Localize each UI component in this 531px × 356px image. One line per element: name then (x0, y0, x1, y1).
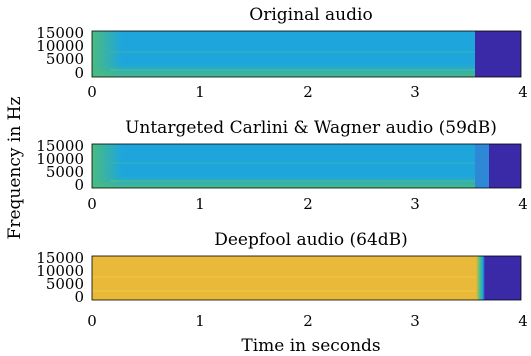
plot-frame (91, 30, 522, 78)
y-tick-label: 0 (74, 176, 84, 194)
panel-title: Deepfool audio (64dB) (214, 230, 408, 250)
x-axis-ticks: 0 1 2 3 4 (87, 83, 528, 101)
x-tick-label: 3 (410, 195, 420, 213)
x-axis-ticks: 0 1 2 3 4 (87, 195, 528, 213)
x-axis-label: Time in seconds (241, 336, 380, 356)
x-tick-label: 2 (303, 195, 313, 213)
y-tick-label: 15000 (36, 249, 84, 267)
plot-area (91, 143, 522, 189)
y-tick-label: 15000 (36, 137, 84, 155)
y-axis-label: Frequency in Hz (5, 97, 25, 240)
panel-deepfool: Deepfool audio (64dB) 15000 10000 5000 0… (36, 230, 527, 330)
y-tick-label: 10000 (36, 150, 84, 168)
x-tick-label: 2 (303, 83, 313, 101)
panel-carlini-wagner: Untargeted Carlini & Wagner audio (59dB)… (36, 118, 527, 213)
plot-frame (91, 255, 522, 301)
x-tick-label: 4 (518, 83, 528, 101)
y-tick-label: 10000 (36, 262, 84, 280)
panel-title: Original audio (249, 5, 372, 25)
spectrogram-silence (489, 144, 521, 188)
y-axis-ticks: 15000 10000 5000 0 (36, 249, 84, 306)
low-frequency-band (92, 64, 475, 77)
x-axis-ticks: 0 1 2 3 4 (87, 312, 528, 330)
x-tick-label: 2 (303, 312, 313, 330)
panel-original: Original audio 15000 10000 5000 0 0 1 2 … (36, 5, 527, 101)
y-tick-label: 5000 (46, 163, 84, 181)
spectrogram-silence (475, 31, 521, 77)
x-tick-label: 0 (87, 83, 97, 101)
y-tick-label: 15000 (36, 24, 84, 42)
panel-title: Untargeted Carlini & Wagner audio (59dB) (125, 118, 497, 138)
y-axis-ticks: 15000 10000 5000 0 (36, 137, 84, 194)
spectrogram-perturbation (475, 144, 489, 188)
x-tick-label: 4 (518, 312, 528, 330)
low-frequency-band (92, 176, 475, 188)
spectrogram-edge (476, 256, 485, 300)
x-tick-label: 0 (87, 312, 97, 330)
spectrogram-signal (92, 256, 478, 300)
y-tick-label: 0 (74, 64, 84, 82)
x-tick-label: 1 (195, 312, 205, 330)
y-tick-label: 5000 (46, 50, 84, 68)
y-tick-label: 5000 (46, 275, 84, 293)
x-tick-label: 3 (410, 312, 420, 330)
y-axis-ticks: 15000 10000 5000 0 (36, 24, 84, 82)
plot-area (91, 30, 522, 78)
x-tick-label: 4 (518, 195, 528, 213)
x-tick-label: 1 (195, 83, 205, 101)
y-tick-label: 10000 (36, 37, 84, 55)
x-tick-label: 1 (195, 195, 205, 213)
spectrogram-silence (485, 256, 521, 300)
plot-frame (91, 143, 522, 189)
plot-area (91, 255, 522, 301)
x-tick-label: 0 (87, 195, 97, 213)
x-tick-label: 3 (410, 83, 420, 101)
y-tick-label: 0 (74, 288, 84, 306)
